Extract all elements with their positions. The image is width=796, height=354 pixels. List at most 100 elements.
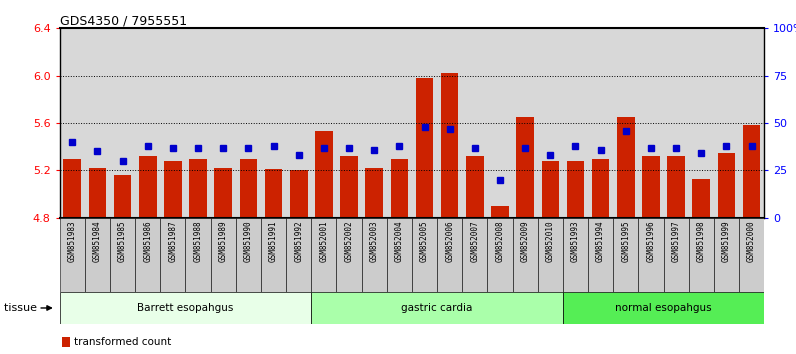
Bar — [64, 159, 81, 218]
Text: GSM852005: GSM852005 — [420, 220, 429, 262]
Text: GSM851983: GSM851983 — [68, 220, 76, 262]
Text: GSM852010: GSM852010 — [546, 220, 555, 262]
Bar — [189, 159, 207, 218]
Bar — [387, 28, 412, 218]
Bar — [689, 218, 714, 292]
Bar — [164, 161, 181, 218]
Bar — [588, 28, 613, 218]
Bar — [588, 218, 613, 292]
Bar — [513, 28, 538, 218]
Bar — [340, 156, 358, 218]
Bar — [664, 218, 689, 292]
Text: GSM852006: GSM852006 — [445, 220, 455, 262]
Bar — [437, 28, 462, 218]
Bar — [214, 168, 232, 218]
Bar — [60, 28, 85, 218]
Bar — [714, 218, 739, 292]
Bar — [185, 28, 211, 218]
Bar — [211, 218, 236, 292]
Text: tissue: tissue — [4, 303, 41, 313]
Text: GSM851997: GSM851997 — [672, 220, 681, 262]
Bar — [110, 218, 135, 292]
Text: gastric cardia: gastric cardia — [401, 303, 473, 313]
Bar — [743, 125, 760, 218]
Bar — [567, 161, 584, 218]
Bar — [387, 218, 412, 292]
Text: GSM852001: GSM852001 — [319, 220, 329, 262]
Bar — [538, 28, 563, 218]
Text: GSM851996: GSM851996 — [646, 220, 655, 262]
Bar — [491, 206, 509, 218]
Bar — [261, 28, 286, 218]
Bar — [563, 292, 764, 324]
Bar — [240, 159, 257, 218]
Bar — [160, 218, 185, 292]
Text: GSM852007: GSM852007 — [470, 220, 479, 262]
Bar — [185, 218, 211, 292]
Bar — [664, 28, 689, 218]
Bar — [286, 28, 311, 218]
Bar — [563, 28, 588, 218]
Text: GSM851992: GSM851992 — [295, 220, 303, 262]
Text: GSM851985: GSM851985 — [118, 220, 127, 262]
Bar — [613, 28, 638, 218]
Bar — [311, 292, 563, 324]
Bar — [88, 168, 106, 218]
Text: GSM851988: GSM851988 — [193, 220, 202, 262]
Bar — [315, 131, 333, 218]
Bar — [638, 28, 664, 218]
Text: GSM852009: GSM852009 — [521, 220, 529, 262]
Text: GSM851994: GSM851994 — [596, 220, 605, 262]
Bar — [236, 218, 261, 292]
Text: GSM851993: GSM851993 — [571, 220, 580, 262]
Bar — [290, 170, 307, 218]
Text: GSM851990: GSM851990 — [244, 220, 253, 262]
Text: GSM851998: GSM851998 — [696, 220, 706, 262]
Bar — [311, 28, 337, 218]
Bar — [236, 28, 261, 218]
Bar — [718, 153, 736, 218]
Text: GSM851995: GSM851995 — [622, 220, 630, 262]
Bar — [462, 28, 487, 218]
Text: GSM852000: GSM852000 — [747, 220, 756, 262]
Text: GSM851984: GSM851984 — [93, 220, 102, 262]
Bar — [714, 28, 739, 218]
Bar — [517, 117, 534, 218]
Text: Barrett esopahgus: Barrett esopahgus — [137, 303, 234, 313]
Bar — [265, 169, 283, 218]
Text: normal esopahgus: normal esopahgus — [615, 303, 712, 313]
Bar — [541, 161, 559, 218]
Bar — [139, 156, 157, 218]
Bar — [412, 218, 437, 292]
Text: GSM851987: GSM851987 — [169, 220, 178, 262]
Bar — [261, 218, 286, 292]
Bar — [466, 156, 484, 218]
Bar — [642, 156, 660, 218]
Text: transformed count: transformed count — [73, 337, 171, 347]
Bar — [412, 28, 437, 218]
Bar — [211, 28, 236, 218]
Bar — [135, 218, 160, 292]
Bar — [286, 218, 311, 292]
Bar — [689, 28, 714, 218]
Bar — [135, 28, 160, 218]
Bar — [62, 337, 70, 347]
Bar — [114, 175, 131, 218]
Bar — [391, 159, 408, 218]
Bar — [437, 218, 462, 292]
Bar — [538, 218, 563, 292]
Text: GSM852004: GSM852004 — [395, 220, 404, 262]
Bar — [361, 218, 387, 292]
Bar — [591, 159, 610, 218]
Bar — [361, 28, 387, 218]
Bar — [441, 73, 458, 218]
Bar — [613, 218, 638, 292]
Text: GSM851999: GSM851999 — [722, 220, 731, 262]
Text: GSM852008: GSM852008 — [495, 220, 505, 262]
Bar — [337, 218, 361, 292]
Bar — [617, 117, 634, 218]
Bar — [160, 28, 185, 218]
Bar — [311, 218, 337, 292]
Bar — [487, 218, 513, 292]
Bar — [85, 28, 110, 218]
